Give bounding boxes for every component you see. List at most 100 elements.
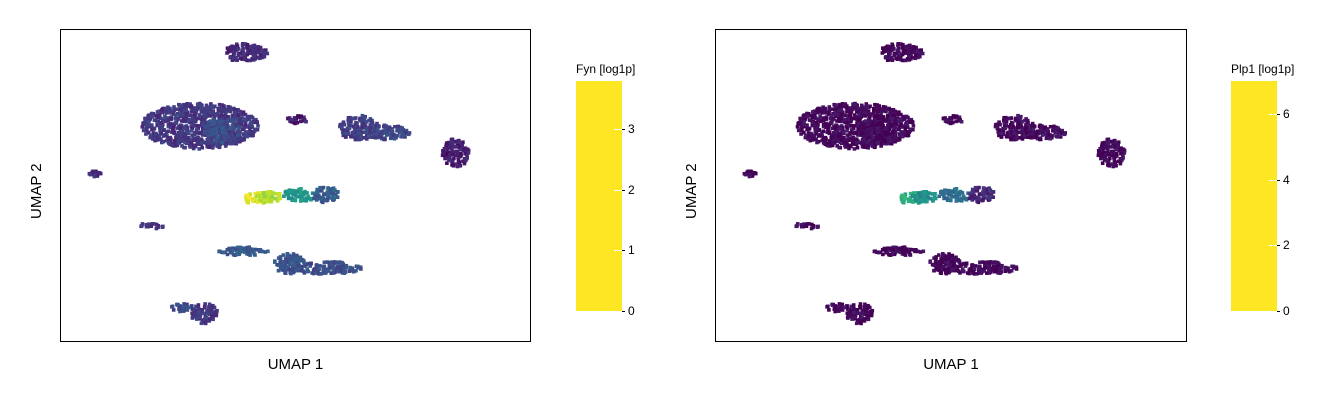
cell-point (1024, 126, 1029, 130)
cell-point (146, 224, 151, 229)
cell-point (1048, 136, 1052, 141)
cell-point (152, 222, 156, 226)
cell-point (158, 124, 162, 128)
cell-point (239, 123, 244, 127)
cell-point (978, 192, 982, 196)
cell-point (869, 122, 874, 126)
cell-point (882, 138, 886, 142)
cell-point (904, 44, 908, 49)
cell-point (234, 141, 239, 146)
cell-point (977, 185, 981, 190)
cell-point (924, 190, 929, 194)
cell-point (317, 272, 321, 276)
cell-point (937, 261, 941, 266)
cell-point (840, 308, 845, 312)
cluster-17 (825, 302, 849, 314)
cell-point (294, 120, 299, 125)
cell-point (215, 130, 219, 135)
cell-point (981, 195, 986, 200)
cell-point (338, 122, 343, 127)
cell-point (970, 263, 975, 267)
cell-point (996, 271, 1000, 275)
cell-point (839, 106, 844, 110)
cell-point (802, 130, 806, 135)
cell-point (200, 308, 205, 312)
cell-point (926, 195, 930, 199)
cell-point (971, 269, 976, 274)
cell-point (849, 309, 854, 313)
cell-point (183, 103, 187, 108)
cell-point (299, 114, 303, 118)
cell-point (303, 189, 307, 194)
cell-point (184, 106, 188, 110)
cell-point (981, 260, 985, 264)
cell-point (173, 144, 177, 148)
cell-point (248, 248, 253, 252)
cell-point (206, 123, 211, 128)
cell-point (337, 260, 342, 265)
cell-point (805, 123, 809, 128)
cell-point (1101, 148, 1105, 153)
cell-point (384, 124, 388, 128)
cell-point (932, 256, 936, 260)
cell-point (215, 135, 220, 140)
cell-point (890, 251, 895, 255)
cell-point (230, 124, 235, 128)
cell-point (179, 125, 183, 130)
cell-point (879, 144, 883, 148)
cell-point (915, 49, 920, 53)
cell-point (373, 132, 378, 137)
cell-point (928, 260, 932, 264)
colorbar-tick-mark (614, 311, 622, 312)
cell-point (1015, 125, 1020, 129)
cell-point (246, 51, 250, 55)
cell-point (836, 106, 841, 110)
cell-point (155, 123, 159, 128)
cell-point (354, 120, 358, 125)
cell-point (176, 112, 180, 116)
cell-point (291, 197, 296, 201)
cell-point (957, 192, 962, 197)
cell-point (345, 126, 350, 131)
cell-point (908, 252, 912, 257)
cell-point (1044, 128, 1048, 133)
cell-point (144, 223, 149, 227)
colorbar-tick-outer (622, 129, 625, 131)
cell-point (983, 265, 988, 270)
cell-point (200, 310, 204, 315)
cell-point (1020, 129, 1024, 134)
cell-point (367, 133, 371, 138)
cell-point (930, 192, 934, 196)
cell-point (838, 127, 843, 131)
cell-point (162, 109, 167, 113)
cell-point (807, 118, 812, 122)
cell-point (861, 123, 866, 128)
cell-point (1049, 134, 1054, 139)
cell-point (234, 55, 239, 60)
cell-point (456, 152, 460, 157)
cell-point (987, 188, 992, 192)
cell-point (178, 309, 182, 314)
cell-point (960, 199, 964, 203)
cell-point (950, 253, 955, 258)
cell-point (913, 249, 917, 254)
cell-point (988, 196, 992, 201)
cell-point (1052, 124, 1056, 129)
cell-point (348, 265, 352, 270)
cluster-3 (941, 114, 964, 126)
cell-point (260, 249, 265, 254)
cell-point (262, 198, 267, 202)
cell-point (894, 51, 899, 56)
cell-point (871, 106, 876, 111)
plot-area-plp1 (715, 29, 1187, 342)
cell-point (828, 139, 832, 144)
cell-point (946, 267, 950, 271)
cell-point (245, 43, 250, 47)
cell-point (864, 119, 868, 123)
cell-point (1117, 159, 1121, 164)
cell-point (210, 126, 214, 130)
cell-point (192, 114, 197, 119)
cell-point (155, 136, 159, 141)
cell-point (845, 129, 849, 133)
cell-point (370, 131, 374, 135)
